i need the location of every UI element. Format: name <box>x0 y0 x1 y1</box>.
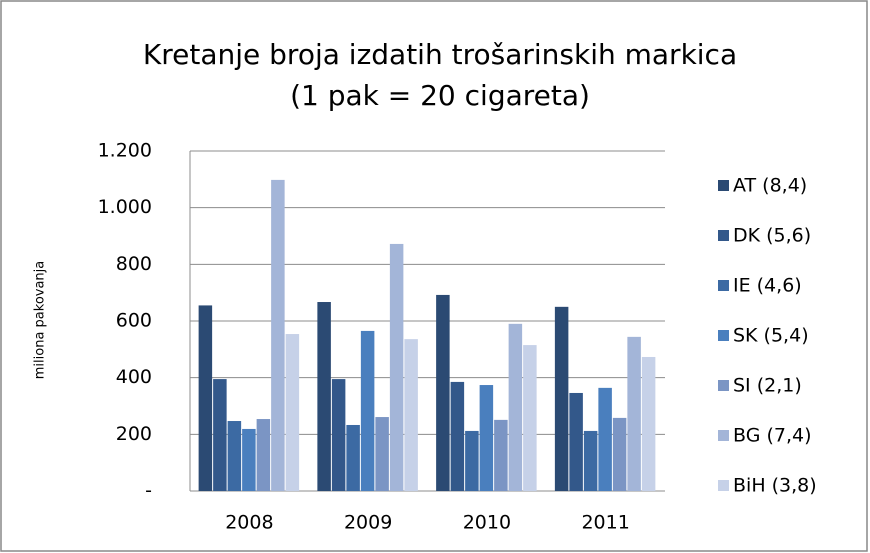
legend-swatch <box>718 380 729 391</box>
x-tick-label: 2008 <box>225 512 273 534</box>
bar <box>256 419 271 491</box>
bar <box>508 323 523 491</box>
bar <box>213 379 227 491</box>
bar <box>450 381 465 491</box>
legend-label: IE (4,6) <box>733 275 802 297</box>
legend-swatch <box>718 230 729 241</box>
bar <box>375 417 389 491</box>
bar <box>627 336 641 491</box>
bar <box>641 356 656 491</box>
bar <box>331 379 346 491</box>
legend-label: SK (5,4) <box>733 325 809 347</box>
y-tick-label: 1.000 <box>98 196 152 218</box>
bar <box>404 339 418 491</box>
bar <box>436 294 450 491</box>
legend-swatch <box>718 330 729 341</box>
bar <box>465 430 479 491</box>
legend-swatch <box>718 180 729 191</box>
legend-label: SI (2,1) <box>733 375 802 397</box>
y-tick-label: 800 <box>116 253 152 275</box>
y-tick-label: 1.200 <box>98 140 152 162</box>
bar <box>317 302 331 491</box>
legend-swatch <box>718 480 729 491</box>
y-tick-label: - <box>145 480 152 502</box>
bar <box>612 417 627 491</box>
y-tick-label: 200 <box>116 423 152 445</box>
bar <box>198 305 213 491</box>
y-axis-label: miliona pakovanja <box>33 261 48 380</box>
bar <box>494 419 508 491</box>
bar <box>271 179 285 491</box>
bar <box>360 330 375 491</box>
chart-title: Kretanje broja izdatih trošarinskih mark… <box>143 38 737 71</box>
chart-subtitle: (1 pak = 20 cigareta) <box>290 79 590 112</box>
bar <box>227 421 242 491</box>
bar <box>479 385 494 491</box>
legend-swatch <box>718 280 729 291</box>
legend-label: BG (7,4) <box>733 425 812 447</box>
bar <box>554 306 569 491</box>
legend-swatch <box>718 430 729 441</box>
x-tick-label: 2009 <box>344 512 392 534</box>
bar <box>598 387 612 491</box>
bar <box>285 334 300 491</box>
y-tick-label: 400 <box>116 366 152 388</box>
bar <box>242 428 256 491</box>
legend-label: BiH (3,8) <box>733 475 817 497</box>
x-tick-label: 2011 <box>581 512 629 534</box>
bar <box>346 424 360 491</box>
bar <box>523 345 537 491</box>
legend-label: AT (8,4) <box>733 175 807 197</box>
legend-label: DK (5,6) <box>733 225 811 247</box>
bar <box>583 430 598 491</box>
bar <box>389 243 404 491</box>
x-tick-label: 2010 <box>463 512 511 534</box>
bar <box>569 392 583 491</box>
y-tick-label: 600 <box>116 310 152 332</box>
